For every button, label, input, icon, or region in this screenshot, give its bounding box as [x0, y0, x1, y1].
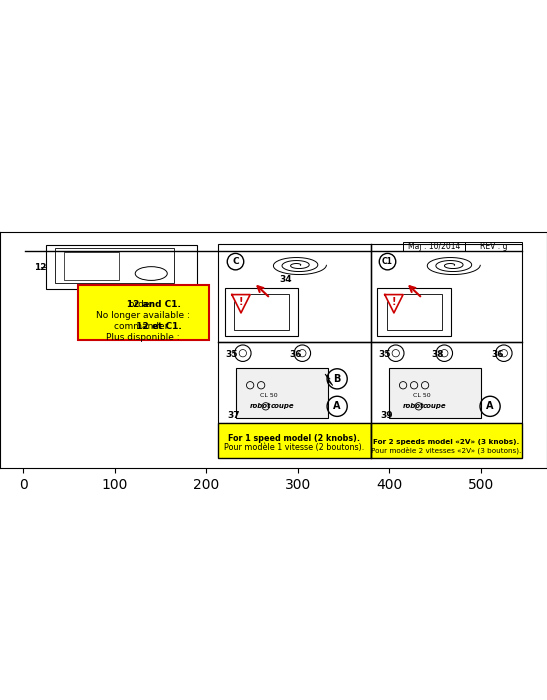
Text: 12: 12	[34, 262, 46, 272]
Text: commander: commander	[114, 322, 172, 331]
Text: Pour modèle 1 vitesse (2 boutons).: Pour modèle 1 vitesse (2 boutons).	[224, 443, 364, 452]
Text: 39: 39	[380, 411, 393, 420]
Polygon shape	[385, 295, 403, 313]
Text: CL 50: CL 50	[412, 393, 430, 398]
Text: CL 50: CL 50	[260, 393, 277, 398]
Text: 35: 35	[225, 349, 238, 358]
Text: order: order	[130, 300, 156, 309]
Bar	[371, 244, 522, 342]
Text: 37: 37	[227, 411, 240, 420]
Bar	[371, 342, 522, 423]
Text: A: A	[486, 401, 494, 412]
Text: No longer available :: No longer available :	[96, 311, 190, 320]
Bar	[78, 286, 209, 340]
Bar	[218, 244, 371, 342]
Bar	[218, 423, 371, 458]
Text: For 1 speed model (2 knobs).: For 1 speed model (2 knobs).	[228, 434, 360, 443]
Polygon shape	[232, 295, 250, 313]
Bar	[377, 288, 451, 336]
Text: Pour modèle 2 vitesses «2V» (3 boutons).: Pour modèle 2 vitesses «2V» (3 boutons).	[371, 447, 521, 454]
Bar	[403, 242, 465, 251]
Bar	[46, 245, 197, 289]
Text: robot: robot	[250, 403, 271, 410]
Bar	[64, 253, 119, 280]
Text: Plus disponible :: Plus disponible :	[106, 333, 180, 342]
Bar	[55, 248, 174, 283]
Text: 34: 34	[280, 275, 292, 284]
Bar	[371, 423, 522, 458]
Bar	[234, 294, 289, 330]
Text: 12 et C1.: 12 et C1.	[104, 322, 182, 331]
Text: C: C	[232, 257, 239, 266]
Bar	[224, 288, 298, 336]
Text: 36: 36	[290, 349, 302, 358]
Bar	[236, 368, 328, 418]
Text: Maj : 10/2014: Maj : 10/2014	[408, 241, 461, 251]
Text: !: !	[238, 297, 243, 307]
Text: C1: C1	[382, 257, 393, 266]
Text: !: !	[392, 297, 396, 307]
Text: For 2 speeds model «2V» (3 knobs).: For 2 speeds model «2V» (3 knobs).	[373, 439, 519, 445]
Text: 12 and C1.: 12 and C1.	[105, 300, 181, 309]
Text: robot: robot	[403, 403, 424, 410]
Text: 35: 35	[379, 349, 391, 358]
Text: A: A	[334, 401, 341, 412]
Text: coupe: coupe	[423, 403, 447, 410]
Bar	[465, 242, 522, 251]
Text: 36: 36	[491, 349, 504, 358]
Text: B: B	[334, 374, 341, 384]
Text: 38: 38	[432, 349, 444, 358]
Bar	[218, 342, 371, 423]
Text: coupe: coupe	[270, 403, 294, 410]
Bar	[387, 294, 441, 330]
Bar	[389, 368, 481, 418]
Text: REV : g: REV : g	[480, 241, 508, 251]
